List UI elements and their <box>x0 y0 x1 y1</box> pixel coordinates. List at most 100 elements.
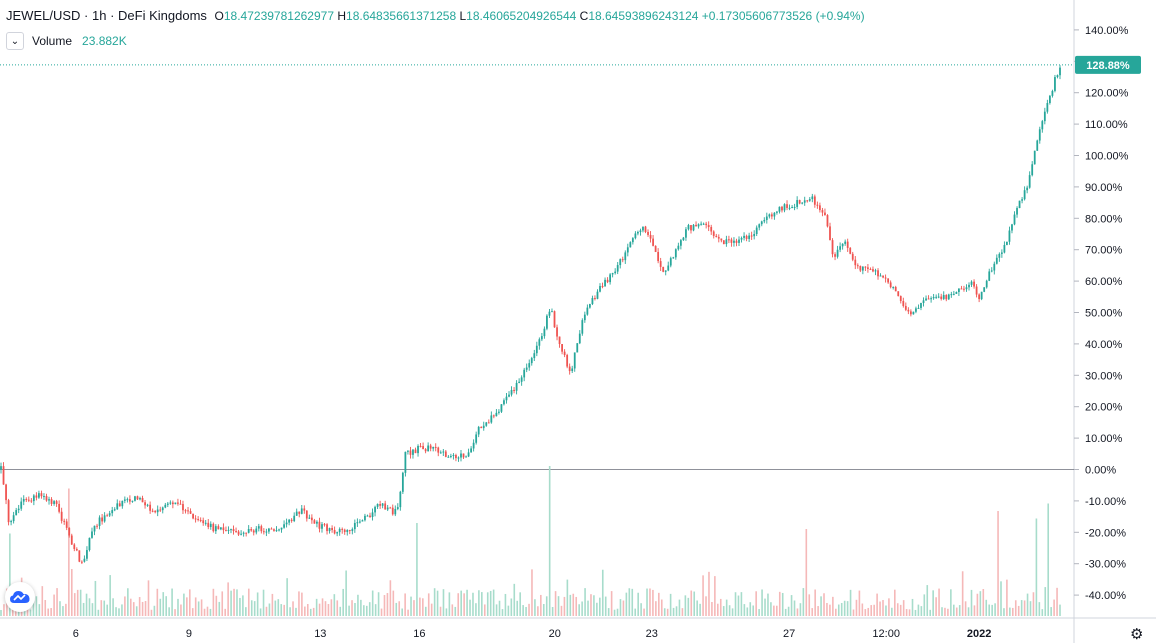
volume-bar <box>722 606 725 616</box>
volume-bar <box>522 605 524 616</box>
candle-body <box>146 504 149 506</box>
candle-body <box>396 507 399 510</box>
volume-bar <box>805 529 808 616</box>
candle-body <box>831 240 834 255</box>
y-tick-label: 0.00% <box>1085 465 1116 477</box>
volume-bar <box>563 596 566 616</box>
volume-bar <box>604 596 607 616</box>
candle-body <box>818 205 821 211</box>
gear-icon[interactable]: ⚙ <box>1130 626 1144 643</box>
x-tick-label: 13 <box>314 628 326 640</box>
symbol-label[interactable]: JEWEL/USD <box>6 8 81 23</box>
volume-bar <box>442 589 445 616</box>
tradingview-cloud-icon[interactable] <box>5 582 35 612</box>
volume-bar <box>787 606 790 616</box>
volume-bar <box>224 608 226 616</box>
candle-body <box>394 509 397 515</box>
volume-bar <box>371 590 374 616</box>
volume-bar <box>495 604 498 616</box>
volume-bar <box>587 600 589 616</box>
interval-label[interactable]: 1h <box>91 8 107 23</box>
candle-body <box>915 308 917 312</box>
volume-bar <box>395 602 398 616</box>
candle-body <box>412 449 414 455</box>
volume-bar <box>159 598 162 616</box>
candle-body <box>288 519 291 523</box>
volume-bar <box>534 599 536 616</box>
volume-bar <box>820 596 822 616</box>
candle-body <box>386 507 389 510</box>
candle-body <box>786 204 788 208</box>
candle-body <box>230 529 232 531</box>
volume-bar <box>32 592 35 616</box>
volume-bar <box>35 596 38 616</box>
volume-bar <box>944 607 946 616</box>
volume-bar <box>41 586 44 616</box>
candle-body <box>925 298 927 301</box>
volume-bar <box>47 608 49 616</box>
volume-bar <box>935 597 937 616</box>
candle-body <box>722 240 725 245</box>
volume-bar <box>504 593 507 616</box>
candle-body <box>434 446 437 448</box>
candle-body <box>763 219 766 222</box>
candle-body <box>581 320 584 334</box>
candle-body <box>829 226 831 241</box>
candle-body <box>872 269 874 272</box>
volume-bar <box>129 598 132 616</box>
volume-bar <box>687 597 690 616</box>
candle-body <box>374 506 376 513</box>
candle-body <box>348 530 351 532</box>
candle-body <box>758 224 761 228</box>
candle-body <box>801 202 804 204</box>
volume-bar <box>304 606 306 616</box>
volume-bar <box>9 533 11 616</box>
volume-bar <box>590 594 592 616</box>
candle-body <box>305 510 308 519</box>
candle-body <box>558 336 561 345</box>
candle-body <box>963 288 965 290</box>
candle-body <box>490 415 493 423</box>
candle-body <box>1023 190 1026 200</box>
volume-bar <box>967 607 970 616</box>
volume-bar <box>295 607 297 616</box>
volume-bar <box>203 608 206 616</box>
volume-bar <box>445 608 448 616</box>
candle-body <box>139 497 141 500</box>
candle-body <box>310 517 313 521</box>
volume-bar <box>76 589 79 616</box>
candle-body <box>518 381 521 383</box>
candle-body <box>174 502 177 505</box>
volume-bar <box>156 588 159 616</box>
volume-bar <box>911 598 914 616</box>
candle-body <box>576 343 579 353</box>
volume-bar <box>764 598 766 616</box>
chart-legend: JEWEL/USD · 1h · DeFi Kingdoms O18.47239… <box>6 8 865 23</box>
candle-body <box>154 510 157 513</box>
candle-body <box>983 287 986 292</box>
volume-bar <box>419 597 421 616</box>
y-tick-label: -20.00% <box>1085 527 1126 539</box>
volume-bar <box>737 595 740 616</box>
candle-body <box>278 529 280 531</box>
y-tick-label: 80.00% <box>1085 213 1123 225</box>
candle-body <box>268 528 270 532</box>
candle-body <box>361 520 364 522</box>
volume-label[interactable]: Volume <box>32 34 73 48</box>
volume-value: 23.882K <box>82 34 127 48</box>
candle-body <box>702 223 705 225</box>
chevron-down-icon[interactable]: ⌄ <box>6 32 24 50</box>
volume-bar <box>430 603 433 616</box>
candle-body <box>247 529 250 533</box>
candle-body <box>161 507 164 511</box>
candle-body <box>227 529 230 531</box>
volume-bar <box>280 604 283 616</box>
candle-body <box>662 266 665 272</box>
candle-body <box>1006 241 1008 245</box>
candle-body <box>611 273 614 275</box>
volume-bar <box>183 593 185 616</box>
volume-bar <box>268 603 271 616</box>
y-tick-label: 40.00% <box>1085 339 1123 351</box>
volume-bar <box>575 596 578 616</box>
